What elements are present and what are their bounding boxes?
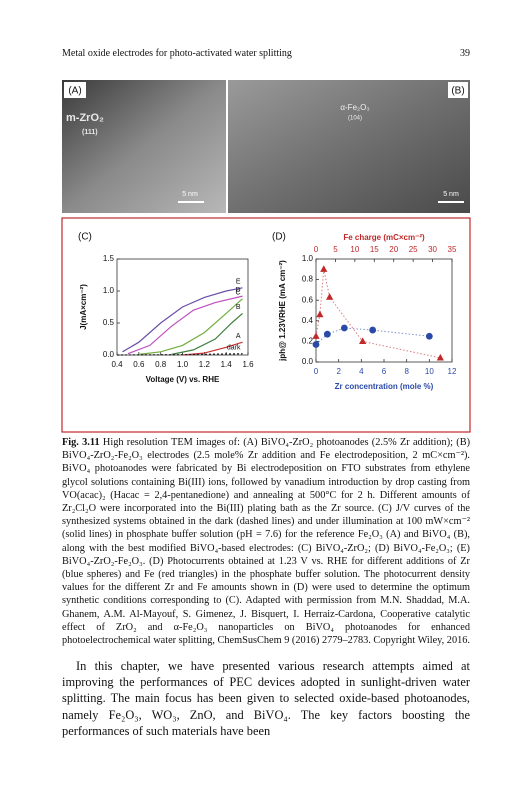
x-tick-label: 1.2 bbox=[199, 360, 211, 369]
plane-label: (111) bbox=[82, 129, 98, 136]
x-tick-label: 4 bbox=[359, 367, 364, 376]
point bbox=[312, 332, 320, 339]
point bbox=[369, 326, 377, 334]
panel-label: (D) bbox=[272, 232, 286, 243]
series-label: E bbox=[236, 279, 241, 286]
series-line bbox=[122, 287, 243, 353]
material-label: α-Fe₂O₃ bbox=[340, 103, 369, 112]
scale-label: 5 nm bbox=[182, 191, 198, 198]
plot-frame bbox=[315, 258, 453, 363]
x2-tick-label: 0 bbox=[314, 245, 319, 254]
x2-axis-label: Fe charge (mC×cm⁻²) bbox=[343, 233, 425, 242]
series-label: D bbox=[235, 287, 240, 294]
chart-frame bbox=[61, 217, 471, 433]
plane-label: (104) bbox=[348, 116, 362, 122]
x-axis-label: Zr concentration (mole %) bbox=[335, 382, 434, 391]
panel-label: (A) bbox=[68, 86, 81, 97]
series-label: dark bbox=[227, 345, 241, 352]
x2-tick-label: 25 bbox=[409, 245, 418, 254]
x2-tick-label: 20 bbox=[389, 245, 398, 254]
y-tick-label: 0.0 bbox=[103, 350, 115, 359]
y-tick-label: 0.0 bbox=[302, 357, 314, 366]
x2-tick-label: 30 bbox=[428, 245, 437, 254]
x-tick-label: 1.4 bbox=[221, 360, 233, 369]
point bbox=[323, 330, 331, 338]
point bbox=[326, 293, 334, 300]
x-tick-label: 0.4 bbox=[111, 360, 123, 369]
y-axis-label: J(mA×cm⁻²) bbox=[79, 284, 88, 330]
panel-label: (C) bbox=[78, 232, 92, 243]
label-box bbox=[448, 82, 468, 98]
x2-tick-label: 5 bbox=[333, 245, 338, 254]
series-label: A bbox=[236, 333, 241, 340]
y-axis-label: jph@ 1.23VRHE (mA cm⁻²) bbox=[278, 260, 287, 362]
x2-tick-label: 35 bbox=[448, 245, 457, 254]
point bbox=[359, 337, 367, 344]
point bbox=[340, 324, 348, 332]
point bbox=[312, 341, 320, 348]
page-number: 39 bbox=[460, 48, 470, 59]
label-box bbox=[64, 82, 86, 98]
tem-image bbox=[228, 80, 470, 213]
point bbox=[425, 332, 433, 340]
material-label: m-ZrO₂ bbox=[66, 112, 104, 124]
series-label: B bbox=[236, 304, 241, 311]
x-tick-label: 1.0 bbox=[177, 360, 189, 369]
x-tick-label: 8 bbox=[404, 367, 409, 376]
y-tick-label: 1.0 bbox=[302, 254, 314, 263]
series-line bbox=[315, 269, 441, 359]
x2-tick-label: 10 bbox=[350, 245, 359, 254]
x2-tick-label: 15 bbox=[370, 245, 379, 254]
series-line bbox=[171, 312, 243, 355]
x-tick-label: 6 bbox=[382, 367, 387, 376]
y-tick-label: 1.5 bbox=[103, 254, 115, 263]
series-label: C bbox=[235, 290, 240, 297]
y-tick-label: 0.4 bbox=[302, 316, 314, 325]
scale-label: 5 nm bbox=[443, 191, 459, 198]
x-tick-label: 10 bbox=[425, 367, 434, 376]
series-line bbox=[127, 295, 243, 355]
point bbox=[436, 353, 444, 361]
y-tick-label: 0.5 bbox=[103, 318, 115, 327]
figure: (A) (B) m-ZrO₂ (111) 5 nm α-Fe₂O₃ (104) … bbox=[61, 80, 471, 433]
y-tick-label: 0.8 bbox=[302, 275, 314, 284]
y-tick-label: 1.0 bbox=[103, 286, 115, 295]
x-tick-label: 0 bbox=[314, 367, 319, 376]
y-tick-label: 0.2 bbox=[302, 337, 314, 346]
body-text: In this chapter, we have presented vario… bbox=[62, 659, 470, 738]
tem-image bbox=[62, 80, 226, 213]
series-line bbox=[116, 353, 243, 356]
caption: Fig. 3.11 High resolution TEM images of:… bbox=[62, 436, 470, 647]
x-tick-label: 1.6 bbox=[242, 360, 254, 369]
x-tick-label: 0.6 bbox=[133, 360, 145, 369]
y-tick-label: 0.6 bbox=[302, 295, 314, 304]
running-head: Metal oxide electrodes for photo-activat… bbox=[62, 48, 292, 59]
series-line bbox=[315, 327, 430, 345]
series-line bbox=[138, 298, 243, 355]
panel-label: (B) bbox=[451, 86, 464, 97]
x-axis-label: Voltage (V) vs. RHE bbox=[146, 375, 220, 384]
caption-label: Fig. 3.11 bbox=[62, 437, 100, 448]
point bbox=[320, 265, 328, 272]
x-tick-label: 12 bbox=[448, 367, 457, 376]
point bbox=[316, 310, 324, 318]
caption-text: High resolution TEM images of: (A) BiVO₄… bbox=[62, 437, 471, 647]
x-tick-label: 2 bbox=[336, 367, 341, 376]
x-tick-label: 0.8 bbox=[155, 360, 167, 369]
